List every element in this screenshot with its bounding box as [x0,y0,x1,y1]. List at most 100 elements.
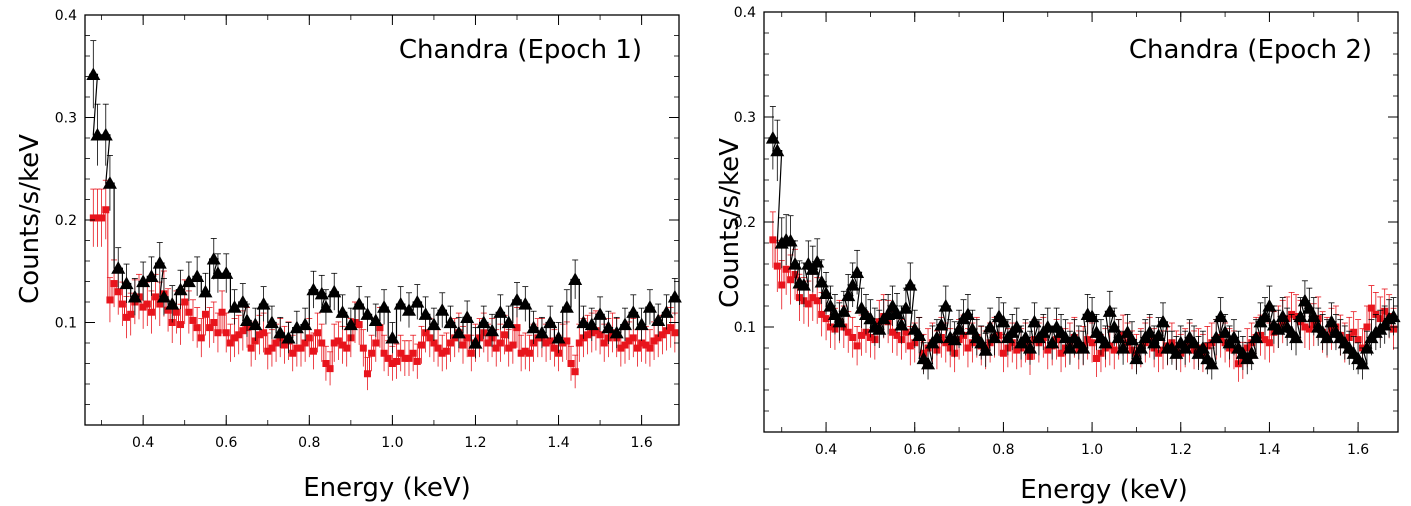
data-point-triangle [468,336,483,349]
data-point-square [326,365,334,373]
data-point-square [1363,323,1371,331]
chart-panel-epoch-2: 0.4 0.6 0.8 1.0 1.2 1.4 1.6 0.1 0.2 0.3 0.4 Chandra… [715,5,1401,505]
data-point-square [330,339,338,347]
data-point-triangle [894,317,909,331]
data-point-triangle [770,143,785,157]
data-point-triangle [996,314,1011,328]
data-point-square [401,354,409,362]
data-point-triangle [1302,301,1317,314]
data-point-triangle [1324,314,1339,328]
data-point-square [667,324,675,332]
x-tick-label: 1.2 [1170,442,1192,458]
data-point-triangle [863,311,878,325]
data-point-square [293,344,301,352]
data-point-triangle [1257,309,1272,323]
data-point-triangle [1102,304,1117,317]
data-point-square [1301,323,1309,331]
data-point-square [156,300,164,308]
data-point-square [426,334,434,342]
data-point-square [902,328,910,336]
data-point-square [625,337,633,345]
data-point-square [999,349,1007,357]
data-point-square [663,327,671,335]
x-tick-label: 0.6 [904,442,926,458]
data-point-triangle [248,317,263,331]
data-point-square [289,349,297,357]
data-point-square [143,300,151,308]
data-point-square [110,280,118,288]
data-point-square [235,331,243,339]
data-point-square [496,339,504,347]
data-point-square [501,331,509,339]
data-point-triangle [1023,341,1038,354]
data-point-triangle [823,299,838,312]
plot-frame [763,11,1399,433]
data-point-square [268,344,276,352]
data-point-triangle [426,317,441,331]
data-point-square [422,329,430,337]
data-point-square [417,341,425,349]
data-point-square [442,347,450,355]
data-point-triangle [765,131,780,144]
data-point-square [280,341,288,349]
data-point-square [405,354,413,362]
x-tick-label: 1.0 [1081,442,1103,458]
data-point-square [550,344,558,352]
data-point-square [314,329,322,337]
data-point-triangle [559,300,574,313]
data-point-square [592,327,600,335]
data-point-square [459,341,467,349]
data-point-square [210,319,218,326]
data-point-triangle [667,289,682,303]
plot-frame [84,14,680,426]
data-point-square [434,344,442,352]
data-point-square [621,341,629,349]
series-triangle-points [765,106,1401,380]
data-point-triangle [402,303,416,316]
data-point-triangle [796,278,811,291]
data-point-square [380,349,388,357]
data-point-triangle [156,289,171,303]
data-point-triangle [543,315,558,329]
data-point-triangle [1204,356,1219,370]
data-point-triangle [418,307,433,320]
data-point-square [658,331,666,339]
data-point-triangle [1320,330,1335,344]
data-point-triangle [1124,332,1139,346]
data-point-triangle [173,282,188,296]
data-point-square [1110,346,1118,354]
data-point-triangle [327,284,342,298]
data-point-square [247,344,255,352]
data-point-square [463,334,471,342]
y-tick-label: 0.1 [734,320,756,336]
data-point-triangle [460,310,475,323]
y-tick-label: 0.2 [734,215,756,231]
data-point-triangle [584,317,599,331]
data-point-square [849,334,857,341]
data-point-square [822,315,830,323]
x-axis-title: Energy (keV) [303,473,471,503]
data-point-triangle [651,313,666,327]
data-point-triangle [443,315,458,329]
data-point-square [206,324,214,332]
data-point-square [1093,355,1101,362]
data-point-square [492,344,500,352]
data-point-square [804,300,812,308]
x-tick-label: 1.6 [1347,442,1369,458]
data-point-triangle [841,288,856,302]
data-point-triangle [921,356,936,370]
y-axis-title: Counts/s/keV [15,134,45,304]
data-point-triangle [952,322,967,335]
data-point-triangle [593,307,608,320]
data-point-triangle [1040,320,1055,333]
data-point-square [438,349,446,357]
data-point-square [809,294,817,302]
data-point-square [272,339,280,347]
data-point-square [189,316,197,324]
data-point-square [89,214,97,222]
y-axis-title: Counts/s/keV [715,138,745,308]
data-point-triangle [1027,314,1042,328]
data-point-triangle [1076,341,1091,354]
data-point-triangle [659,305,674,318]
data-point-triangle [314,286,329,300]
